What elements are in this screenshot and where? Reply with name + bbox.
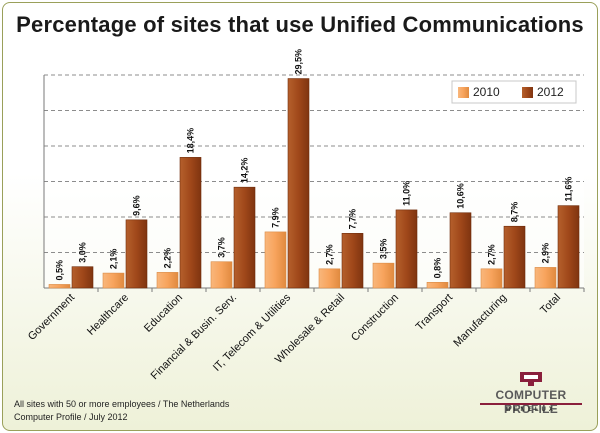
logo-name: COMPUTER PROFILE bbox=[495, 388, 567, 416]
bar-2010 bbox=[318, 268, 341, 289]
footer-line-2: Computer Profile / July 2012 bbox=[14, 412, 128, 422]
bar-2010 bbox=[372, 262, 395, 289]
data-label-2012: 11,0% bbox=[402, 181, 412, 206]
bar-2010 bbox=[102, 272, 125, 289]
bar-2010 bbox=[264, 231, 287, 289]
data-label-2012: 11,6% bbox=[564, 177, 574, 202]
category-label: Manufacturing bbox=[451, 292, 509, 350]
chart-legend: 2010 2012 bbox=[451, 80, 577, 104]
data-label-2010: 2,7% bbox=[487, 244, 497, 265]
footer-note: All sites with 50 or more employees / Th… bbox=[14, 398, 229, 424]
category-label: Transport bbox=[414, 292, 455, 333]
data-label-2012: 3,0% bbox=[78, 242, 88, 263]
logo-divider bbox=[480, 403, 582, 405]
bar-2012 bbox=[233, 186, 256, 289]
data-label-2010: 0,5% bbox=[55, 260, 65, 281]
data-label-2010: 2,7% bbox=[325, 244, 335, 265]
data-label-2012: 18,4% bbox=[186, 128, 196, 154]
category-label: Total bbox=[538, 292, 563, 317]
category-label: Healthcare bbox=[85, 292, 131, 338]
bar-2012 bbox=[71, 266, 94, 289]
legend-swatch-2010 bbox=[458, 87, 469, 98]
bar-2012 bbox=[125, 219, 148, 289]
data-label-2012: 29,5% bbox=[294, 49, 304, 75]
data-label-2012: 9,6% bbox=[132, 195, 142, 216]
data-label-2012: 8,7% bbox=[510, 202, 520, 223]
data-label-2010: 2,1% bbox=[109, 249, 119, 270]
data-label-2012: 14,2% bbox=[240, 158, 250, 184]
bar-2012 bbox=[395, 209, 418, 289]
bar-2012 bbox=[557, 205, 580, 289]
legend-label-2012: 2012 bbox=[537, 85, 564, 99]
bar-2010 bbox=[210, 261, 233, 289]
category-label: Construction bbox=[349, 292, 401, 344]
bar-2010 bbox=[48, 284, 71, 289]
bar-2012 bbox=[503, 225, 526, 289]
data-label-2010: 3,7% bbox=[217, 237, 227, 258]
bar-2010 bbox=[534, 267, 557, 289]
legend-swatch-2012 bbox=[522, 87, 533, 98]
bar-2012 bbox=[179, 157, 202, 289]
chart-title: Percentage of sites that use Unified Com… bbox=[16, 12, 584, 37]
data-label-2012: 10,6% bbox=[456, 183, 466, 209]
computer-profile-logo-icon bbox=[520, 372, 542, 386]
bar-2010 bbox=[426, 282, 449, 289]
data-label-2010: 2,2% bbox=[163, 248, 173, 269]
data-label-2010: 7,9% bbox=[271, 207, 281, 228]
computer-profile-logo: COMPUTER PROFILE BENELUX bbox=[476, 370, 586, 426]
data-label-2010: 0,8% bbox=[433, 258, 443, 279]
legend-box bbox=[451, 80, 577, 104]
bar-2012 bbox=[341, 233, 364, 289]
bar-2012 bbox=[449, 212, 472, 289]
legend-label-2010: 2010 bbox=[473, 85, 500, 99]
logo-subtitle: BENELUX bbox=[506, 407, 556, 413]
category-label: Education bbox=[142, 292, 185, 335]
bar-2010 bbox=[156, 272, 179, 289]
data-label-2010: 3,5% bbox=[379, 239, 389, 260]
footer-line-1: All sites with 50 or more employees / Th… bbox=[14, 399, 230, 409]
bar-2010 bbox=[480, 268, 503, 289]
category-label: Government bbox=[26, 292, 77, 343]
bar-2012 bbox=[287, 78, 310, 289]
data-label-2010: 2,9% bbox=[541, 243, 551, 264]
data-label-2012: 7,7% bbox=[348, 209, 358, 230]
